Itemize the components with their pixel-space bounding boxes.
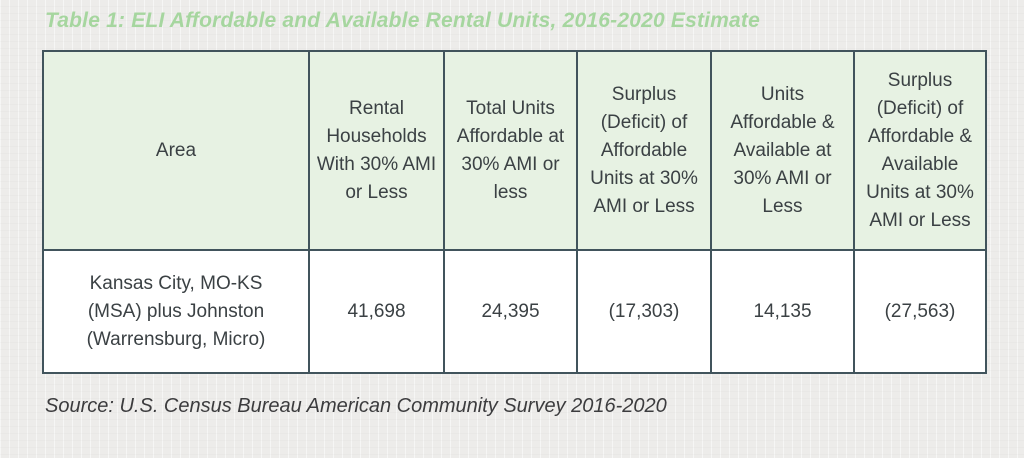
cell-surplus-deficit-affordable-available: (27,563) <box>853 249 987 374</box>
column-header-surplus-deficit-affordable: Surplus (Deficit) of Affordable Units at… <box>576 50 712 251</box>
area-line-3: (Warrensburg, Micro) <box>86 328 266 350</box>
column-header-surplus-deficit-affordable-available: Surplus (Deficit) of Affordable & Availa… <box>853 50 987 251</box>
table-title: Table 1: ELI Affordable and Available Re… <box>45 9 761 32</box>
column-header-total-units-affordable: Total Units Affordable at 30% AMI or les… <box>443 50 578 251</box>
column-header-units-affordable-available: Units Affordable & Available at 30% AMI … <box>710 50 855 251</box>
area-line-2: (MSA) plus Johnston <box>87 300 265 322</box>
rental-units-table: Area Rental Households With 30% AMI or L… <box>42 50 987 374</box>
report-page: Table 1: ELI Affordable and Available Re… <box>0 9 1024 418</box>
cell-surplus-deficit-affordable: (17,303) <box>576 249 712 374</box>
source-note: Source: U.S. Census Bureau American Comm… <box>45 395 667 417</box>
column-header-rental-households: Rental Households With 30% AMI or Less <box>308 50 445 251</box>
area-line-1: Kansas City, MO-KS <box>89 272 263 294</box>
cell-area: Kansas City, MO-KS (MSA) plus Johnston (… <box>42 249 310 374</box>
table-header-row: Area Rental Households With 30% AMI or L… <box>42 50 987 251</box>
table-row: Kansas City, MO-KS (MSA) plus Johnston (… <box>42 249 987 374</box>
cell-units-affordable-available: 14,135 <box>710 249 855 374</box>
cell-total-units-affordable: 24,395 <box>443 249 578 374</box>
cell-rental-households: 41,698 <box>308 249 445 374</box>
column-header-area: Area <box>42 50 310 251</box>
